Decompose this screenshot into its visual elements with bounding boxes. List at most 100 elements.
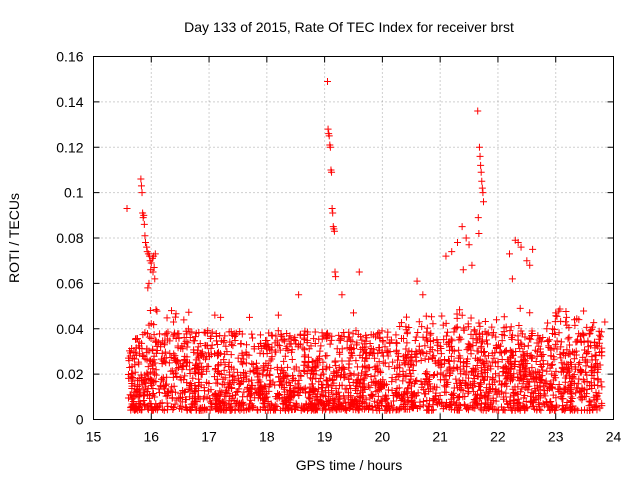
data-point xyxy=(185,384,193,392)
data-point xyxy=(518,330,526,338)
data-point xyxy=(497,381,505,389)
data-point xyxy=(306,374,314,382)
data-point xyxy=(474,214,482,222)
data-point xyxy=(312,367,320,375)
data-point xyxy=(423,350,431,358)
data-point xyxy=(523,352,531,360)
data-point xyxy=(318,388,326,396)
data-point xyxy=(570,406,578,414)
data-point xyxy=(552,401,560,409)
data-point xyxy=(456,352,464,360)
data-point xyxy=(297,406,305,414)
data-point xyxy=(524,342,532,350)
data-point xyxy=(504,373,512,381)
data-point xyxy=(126,352,134,360)
data-point xyxy=(228,376,236,384)
data-point xyxy=(363,364,371,372)
data-point xyxy=(205,395,213,403)
data-point xyxy=(517,374,525,382)
data-point xyxy=(405,347,413,355)
data-point xyxy=(389,391,397,399)
data-point xyxy=(203,378,211,386)
data-point xyxy=(482,388,490,396)
data-point xyxy=(417,378,425,386)
data-point xyxy=(551,331,559,339)
data-point xyxy=(263,336,271,344)
data-point xyxy=(559,348,567,356)
data-point xyxy=(407,375,415,383)
data-point xyxy=(565,333,573,341)
data-point xyxy=(470,326,478,334)
data-point xyxy=(260,388,268,396)
data-point xyxy=(128,344,136,352)
data-point xyxy=(141,355,149,363)
data-point xyxy=(231,336,239,344)
data-point xyxy=(132,351,140,359)
data-point xyxy=(410,398,418,406)
data-point xyxy=(132,344,140,352)
data-point xyxy=(153,307,161,315)
data-point xyxy=(601,318,609,326)
data-point xyxy=(212,379,220,387)
data-point xyxy=(203,406,211,414)
data-point xyxy=(474,390,482,398)
data-point xyxy=(440,336,448,344)
data-point xyxy=(532,357,540,365)
data-point xyxy=(281,352,289,360)
data-point xyxy=(189,374,197,382)
y-tick-label: 0 xyxy=(76,412,84,428)
data-point xyxy=(161,331,169,339)
data-point xyxy=(204,342,212,350)
data-point xyxy=(492,316,500,324)
data-point xyxy=(539,350,547,358)
data-point xyxy=(256,394,264,402)
data-point xyxy=(447,401,455,409)
data-point xyxy=(528,364,536,372)
data-point xyxy=(296,388,304,396)
data-point xyxy=(293,401,301,409)
data-point xyxy=(337,336,345,344)
data-point xyxy=(480,198,487,206)
data-point xyxy=(408,353,416,361)
data-point xyxy=(173,396,181,404)
data-point xyxy=(268,353,276,361)
data-point xyxy=(598,402,606,410)
data-point xyxy=(352,327,360,335)
data-point xyxy=(160,406,168,414)
data-point xyxy=(222,342,230,350)
data-point xyxy=(389,358,397,366)
data-point xyxy=(517,353,525,361)
data-point xyxy=(143,345,151,353)
data-point xyxy=(458,223,466,231)
data-point xyxy=(447,405,455,413)
data-point xyxy=(254,379,262,387)
data-point xyxy=(546,364,554,372)
data-point xyxy=(367,373,375,381)
data-point xyxy=(210,373,218,381)
data-point xyxy=(476,395,484,403)
data-point xyxy=(598,383,606,391)
data-point xyxy=(249,366,257,374)
data-point xyxy=(312,357,320,365)
data-point xyxy=(266,371,274,379)
data-point xyxy=(335,405,343,413)
data-point xyxy=(464,320,472,328)
data-point xyxy=(463,346,471,354)
data-point xyxy=(525,369,533,377)
data-point xyxy=(498,355,506,363)
data-point xyxy=(362,404,370,412)
data-point xyxy=(416,403,424,411)
data-point xyxy=(157,355,165,363)
data-point xyxy=(338,291,346,299)
data-point xyxy=(492,341,500,349)
data-point xyxy=(534,332,542,340)
data-point xyxy=(338,364,346,372)
data-point xyxy=(295,383,303,391)
data-point xyxy=(332,273,340,281)
data-point xyxy=(145,279,153,287)
data-point xyxy=(131,392,139,400)
data-point xyxy=(141,329,149,337)
y-tick-label: 0.04 xyxy=(56,321,83,337)
data-point xyxy=(529,245,537,253)
data-point xyxy=(506,250,513,258)
